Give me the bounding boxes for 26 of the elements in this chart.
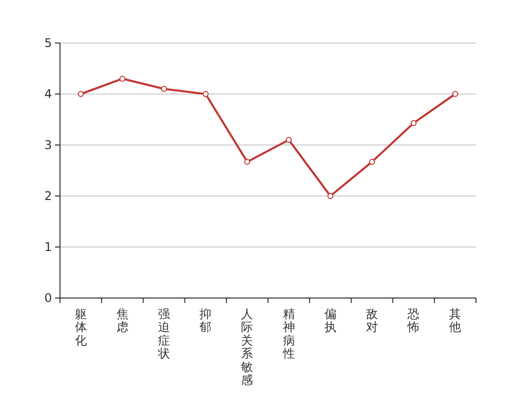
x-tick-label: 强迫症状 [157, 307, 170, 361]
point [119, 76, 126, 82]
point [78, 91, 84, 97]
y-tick-label: 3 [44, 138, 52, 152]
y-tick-label: 1 [44, 240, 52, 254]
y-tick-label: 2 [44, 189, 52, 204]
x-tick-label: 躯体化 [74, 307, 87, 348]
x-tick-label: 抑郁 [200, 307, 212, 334]
point [286, 136, 292, 143]
point [369, 158, 375, 165]
y-tick-label: 4 [44, 87, 52, 102]
y-tick-label: 0 [44, 291, 52, 306]
y-tick-label: 5 [44, 36, 52, 50]
x-tick-label: 敌对 [366, 307, 378, 334]
point [161, 86, 167, 92]
x-tick-label: 偏执 [324, 307, 336, 334]
x-tick-label: 精神病性 [282, 307, 295, 361]
point [452, 91, 458, 97]
point [410, 120, 417, 126]
x-tick-label: 焦虑 [116, 307, 128, 334]
x-tick-label: 人际关系敏感 [241, 307, 254, 387]
point [202, 91, 209, 97]
x-tick-label: 恐怖 [406, 307, 420, 334]
point [327, 193, 334, 199]
point [244, 158, 250, 165]
x-tick-label: 其他 [449, 307, 462, 334]
